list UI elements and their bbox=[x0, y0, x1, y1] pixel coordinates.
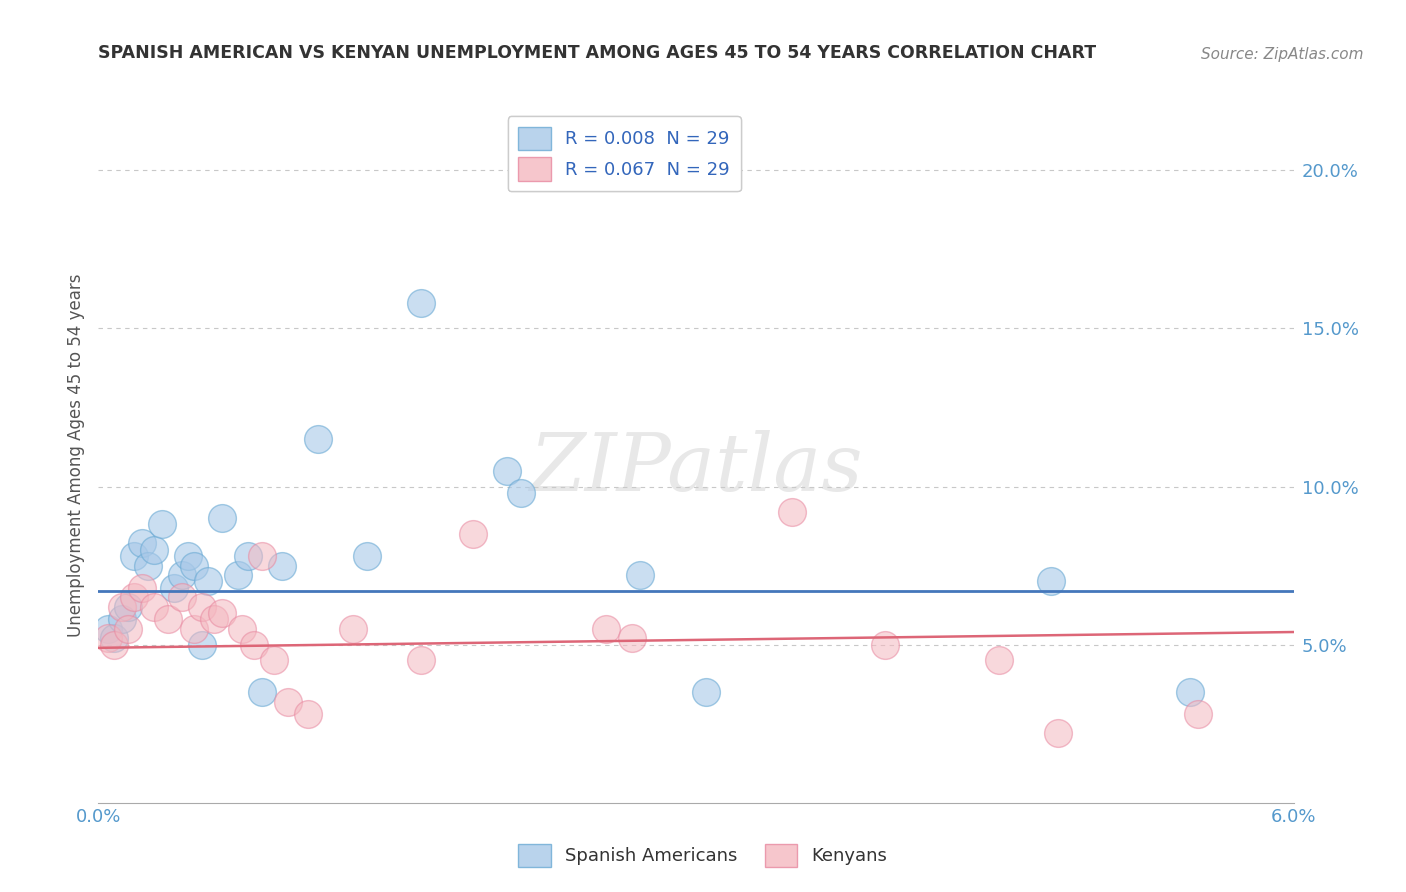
Point bbox=[226, 568, 249, 582]
Point bbox=[695, 685, 717, 699]
Point bbox=[111, 599, 134, 614]
Point bbox=[621, 632, 644, 646]
Point bbox=[987, 653, 1010, 667]
Legend: Spanish Americans, Kenyans: Spanish Americans, Kenyans bbox=[512, 837, 894, 874]
Point bbox=[1047, 726, 1070, 740]
Point bbox=[297, 707, 319, 722]
Point bbox=[495, 464, 517, 478]
Point bbox=[236, 549, 259, 563]
Point bbox=[183, 622, 205, 636]
Point bbox=[411, 296, 433, 310]
Point bbox=[117, 622, 139, 636]
Point bbox=[509, 486, 531, 500]
Point bbox=[136, 558, 159, 573]
Point bbox=[231, 622, 253, 636]
Point bbox=[97, 632, 120, 646]
Point bbox=[211, 606, 233, 620]
Point bbox=[1178, 685, 1201, 699]
Y-axis label: Unemployment Among Ages 45 to 54 years: Unemployment Among Ages 45 to 54 years bbox=[66, 273, 84, 637]
Point bbox=[211, 511, 233, 525]
Point bbox=[172, 568, 194, 582]
Legend: R = 0.008  N = 29, R = 0.067  N = 29: R = 0.008 N = 29, R = 0.067 N = 29 bbox=[508, 116, 741, 192]
Point bbox=[172, 591, 194, 605]
Point bbox=[277, 695, 299, 709]
Text: Source: ZipAtlas.com: Source: ZipAtlas.com bbox=[1201, 47, 1364, 62]
Point bbox=[191, 638, 214, 652]
Point bbox=[356, 549, 378, 563]
Point bbox=[461, 527, 484, 541]
Point bbox=[307, 432, 329, 446]
Point bbox=[270, 558, 292, 573]
Point bbox=[628, 568, 651, 582]
Point bbox=[117, 599, 139, 614]
Point bbox=[263, 653, 285, 667]
Point bbox=[875, 638, 897, 652]
Point bbox=[595, 622, 617, 636]
Point bbox=[177, 549, 200, 563]
Point bbox=[157, 612, 180, 626]
Point bbox=[124, 591, 146, 605]
Point bbox=[250, 549, 273, 563]
Point bbox=[163, 581, 186, 595]
Point bbox=[131, 536, 153, 550]
Point bbox=[143, 599, 166, 614]
Point bbox=[183, 558, 205, 573]
Text: SPANISH AMERICAN VS KENYAN UNEMPLOYMENT AMONG AGES 45 TO 54 YEARS CORRELATION CH: SPANISH AMERICAN VS KENYAN UNEMPLOYMENT … bbox=[98, 45, 1097, 62]
Point bbox=[103, 638, 125, 652]
Point bbox=[150, 517, 173, 532]
Point bbox=[97, 622, 120, 636]
Point bbox=[250, 685, 273, 699]
Point bbox=[780, 505, 803, 519]
Point bbox=[202, 612, 225, 626]
Point bbox=[124, 549, 146, 563]
Point bbox=[111, 612, 134, 626]
Point bbox=[143, 542, 166, 557]
Point bbox=[131, 581, 153, 595]
Point bbox=[103, 632, 125, 646]
Point bbox=[411, 653, 433, 667]
Text: ZIPatlas: ZIPatlas bbox=[529, 430, 863, 508]
Point bbox=[197, 574, 219, 589]
Point bbox=[1187, 707, 1209, 722]
Point bbox=[1039, 574, 1062, 589]
Point bbox=[191, 599, 214, 614]
Point bbox=[342, 622, 364, 636]
Point bbox=[243, 638, 266, 652]
